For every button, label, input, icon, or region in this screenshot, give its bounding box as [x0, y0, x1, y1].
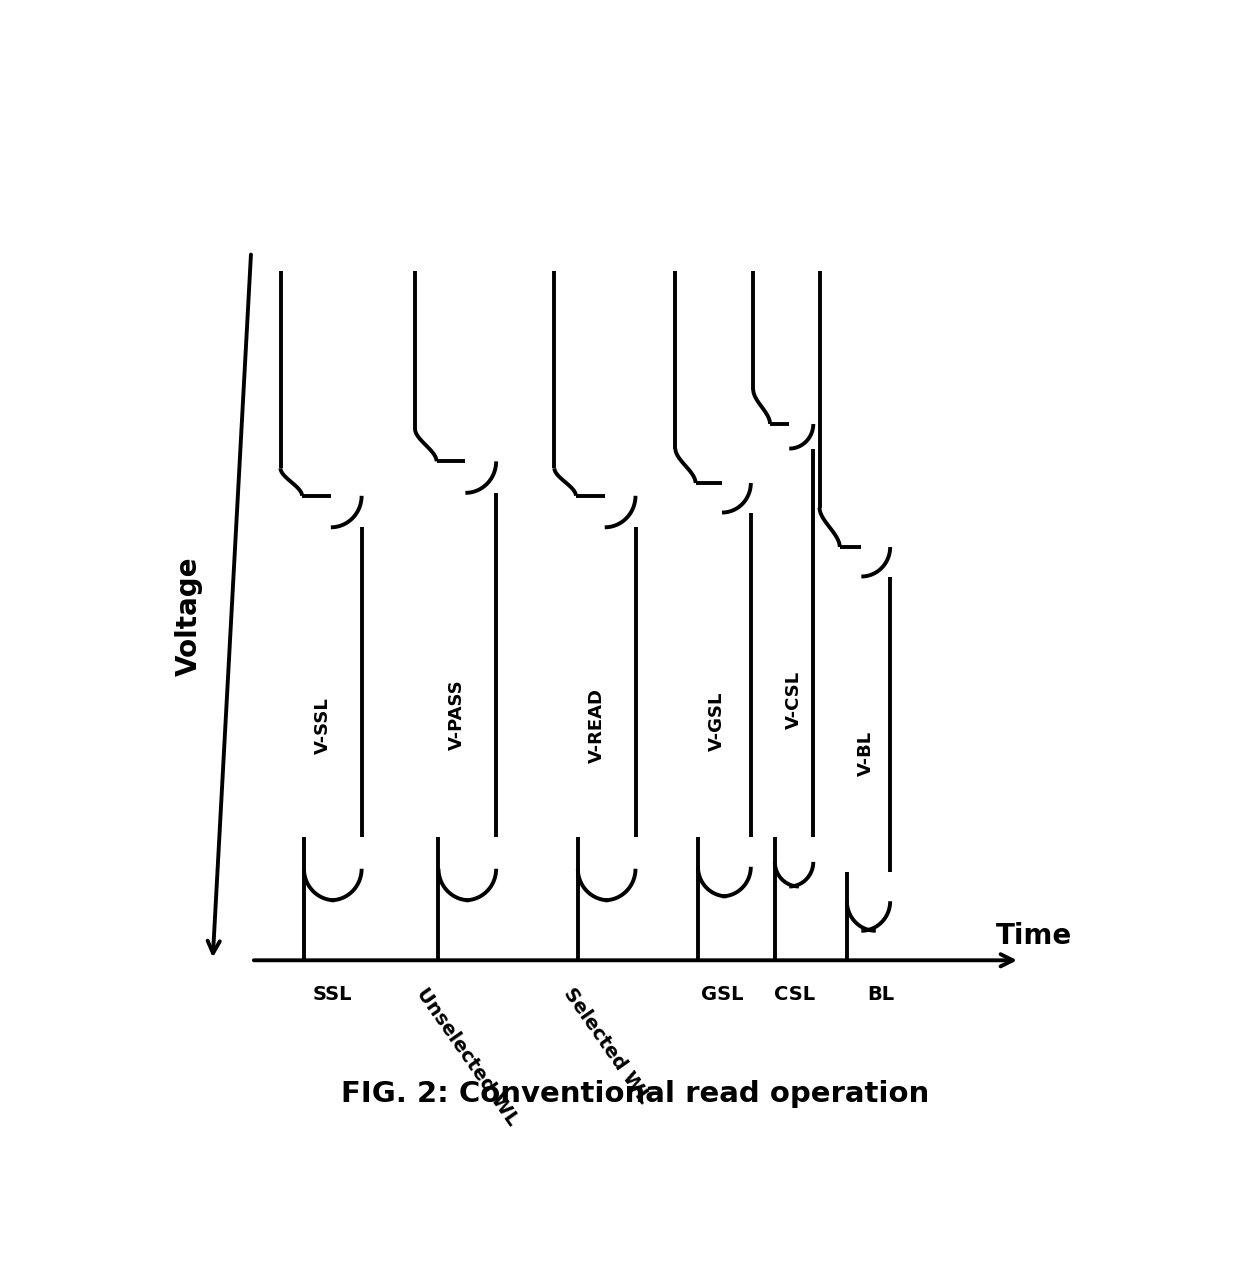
Text: V-BL: V-BL: [857, 731, 874, 776]
Text: GSL: GSL: [701, 985, 743, 1005]
Text: V-GSL: V-GSL: [708, 691, 725, 750]
Text: Unselected WL: Unselected WL: [413, 985, 522, 1130]
Text: V-SSL: V-SSL: [314, 698, 331, 754]
Text: Time: Time: [996, 921, 1073, 950]
Text: FIG. 2: Conventional read operation: FIG. 2: Conventional read operation: [341, 1080, 930, 1108]
Text: V-PASS: V-PASS: [448, 679, 466, 750]
Text: CSL: CSL: [774, 985, 815, 1005]
Text: SSL: SSL: [312, 985, 352, 1005]
Text: V-READ: V-READ: [588, 689, 605, 763]
Text: BL: BL: [867, 985, 894, 1005]
Text: Selected WL: Selected WL: [559, 985, 653, 1108]
Text: V-CSL: V-CSL: [785, 671, 802, 728]
Text: Voltage: Voltage: [175, 556, 202, 676]
